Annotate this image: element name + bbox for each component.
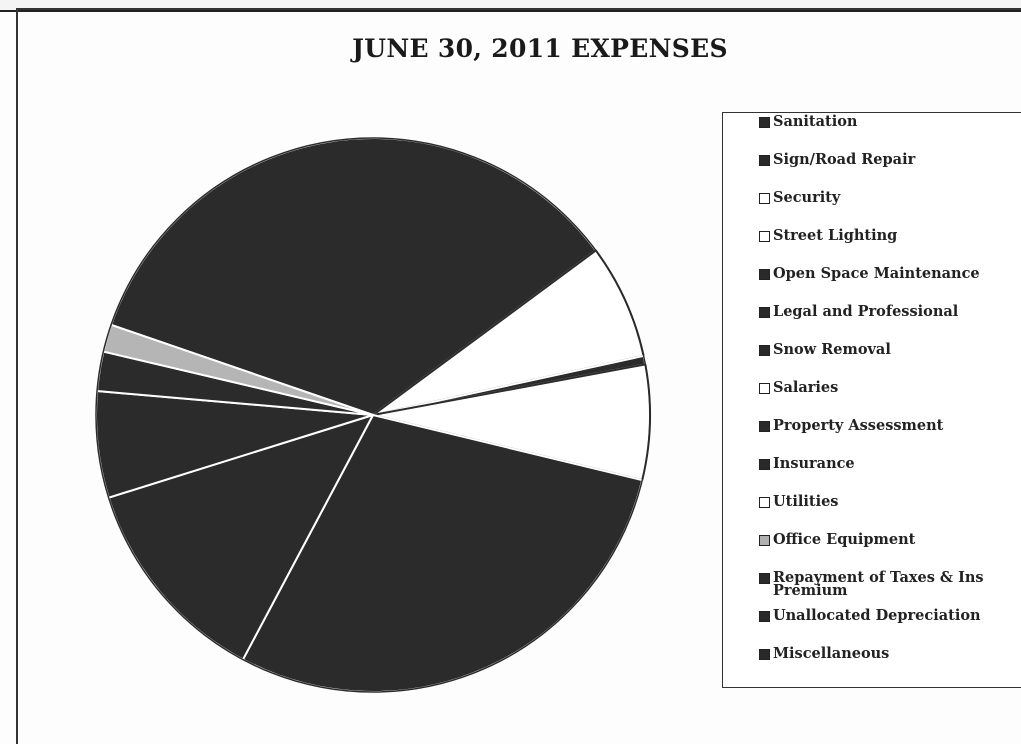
legend-item: Sign/Road Repair bbox=[759, 151, 1019, 168]
legend-item: Salaries bbox=[759, 379, 1019, 396]
legend-swatch bbox=[759, 193, 770, 204]
legend-item: Insurance bbox=[759, 455, 1019, 472]
legend-label: Unallocated Depreciation bbox=[773, 607, 981, 624]
legend-item: Property Assessment bbox=[759, 417, 1019, 434]
legend-item: Snow Removal bbox=[759, 341, 1019, 358]
chart-title: JUNE 30, 2011 EXPENSES bbox=[352, 34, 728, 63]
chart-frame bbox=[16, 8, 1021, 744]
legend-item: Utilities bbox=[759, 493, 1019, 510]
legend-item: Security bbox=[759, 189, 1019, 206]
legend-swatch bbox=[759, 117, 770, 128]
legend-item: Legal and Professional bbox=[759, 303, 1019, 320]
legend-label: Sanitation bbox=[773, 113, 858, 130]
legend-item: Open Space Maintenance bbox=[759, 265, 1019, 282]
legend-swatch bbox=[759, 649, 770, 660]
legend-label: Repayment of Taxes & Ins Premium bbox=[773, 569, 984, 599]
legend-swatch bbox=[759, 307, 770, 318]
legend-label: Legal and Professional bbox=[773, 303, 959, 320]
legend-swatch bbox=[759, 231, 770, 242]
legend-item: Street Lighting bbox=[759, 227, 1019, 244]
legend-swatch bbox=[759, 535, 770, 546]
legend-item: Office Equipment bbox=[759, 531, 1019, 548]
legend-label: Security bbox=[773, 189, 841, 206]
legend-swatch bbox=[759, 421, 770, 432]
pie-outline bbox=[95, 137, 651, 693]
legend-item: Miscellaneous bbox=[759, 645, 1019, 662]
legend-swatch bbox=[759, 345, 770, 356]
legend-label: Snow Removal bbox=[773, 341, 891, 358]
legend-label: Sign/Road Repair bbox=[773, 151, 916, 168]
legend-swatch bbox=[759, 459, 770, 470]
legend-label: Utilities bbox=[773, 493, 839, 510]
legend-label: Salaries bbox=[773, 379, 839, 396]
legend-swatch bbox=[759, 611, 770, 622]
legend-swatch bbox=[759, 269, 770, 280]
legend-item: Unallocated Depreciation bbox=[759, 607, 1019, 624]
chart-legend: Sanitation Sign/Road Repair Security Street… bbox=[722, 112, 1021, 688]
legend-label: Office Equipment bbox=[773, 531, 916, 548]
legend-label: Insurance bbox=[773, 455, 855, 472]
legend-label: Street Lighting bbox=[773, 227, 898, 244]
legend-label: Miscellaneous bbox=[773, 645, 890, 662]
legend-swatch bbox=[759, 383, 770, 394]
legend-item: Repayment of Taxes & Ins Premium bbox=[759, 569, 1019, 599]
legend-label: Open Space Maintenance bbox=[773, 265, 980, 282]
legend-swatch bbox=[759, 497, 770, 508]
legend-label: Property Assessment bbox=[773, 417, 944, 434]
legend-swatch bbox=[759, 155, 770, 166]
legend-swatch bbox=[759, 573, 770, 584]
legend-item: Sanitation bbox=[759, 113, 1019, 130]
